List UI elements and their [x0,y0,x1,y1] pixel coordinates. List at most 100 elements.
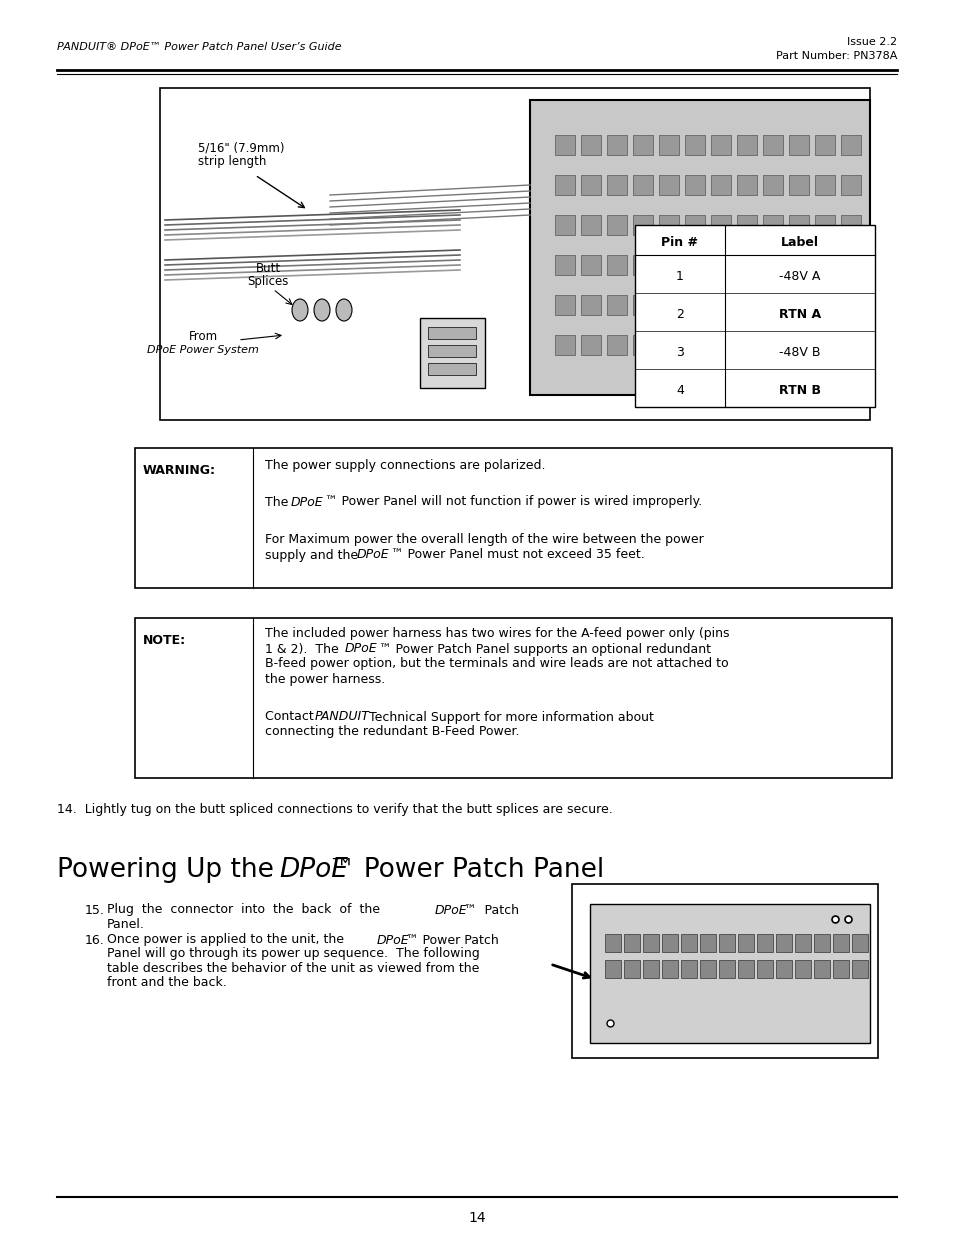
Bar [737,175,757,195]
Bar [738,960,753,978]
Text: RTN A: RTN A [778,308,821,321]
Ellipse shape [335,299,352,321]
Text: strip length: strip length [198,156,266,168]
Text: Issue 2.2: Issue 2.2 [846,37,896,47]
Bar [580,135,600,156]
Bar [710,295,730,315]
Bar [719,934,734,952]
Bar [419,317,484,388]
Bar [814,135,834,156]
Bar [814,175,834,195]
Bar [135,448,891,588]
Bar [135,618,891,778]
Bar [788,135,808,156]
Bar [710,175,730,195]
Bar [530,100,869,395]
Text: Powering Up the: Powering Up the [57,857,282,883]
Bar [661,934,678,952]
Bar [684,135,704,156]
Bar [684,215,704,235]
Bar [684,254,704,275]
Bar [841,295,861,315]
Text: 15.: 15. [85,904,105,916]
Text: connecting the redundant B-Feed Power.: connecting the redundant B-Feed Power. [265,725,519,739]
Bar [738,934,753,952]
Bar [841,175,861,195]
Bar [659,295,679,315]
Text: ™  Patch: ™ Patch [463,904,518,916]
Bar [580,215,600,235]
Text: -48V B: -48V B [779,346,820,358]
Text: Part Number: PN378A: Part Number: PN378A [775,51,896,61]
Bar [737,335,757,354]
Bar [659,215,679,235]
Bar [633,295,652,315]
Bar [794,960,810,978]
Bar [762,215,782,235]
Text: ™ Power Patch Panel supports an optional redundant: ™ Power Patch Panel supports an optional… [378,642,710,656]
Bar [580,335,600,354]
Bar [832,960,848,978]
Bar [606,175,626,195]
Bar [604,934,620,952]
Bar [633,335,652,354]
Text: DPoE: DPoE [435,904,467,916]
Text: Contact: Contact [265,710,317,724]
Text: Plug  the  connector  into  the  back  of  the: Plug the connector into the back of the [107,904,379,916]
Text: table describes the behavior of the unit as viewed from the: table describes the behavior of the unit… [107,962,478,974]
Text: Butt: Butt [255,262,280,274]
Text: B-feed power option, but the terminals and wire leads are not attached to: B-feed power option, but the terminals a… [265,657,728,671]
Text: From: From [189,330,217,342]
Bar [851,960,867,978]
Bar [700,934,716,952]
Bar [684,295,704,315]
Bar [555,215,575,235]
Bar [659,175,679,195]
Text: DPoE Power System: DPoE Power System [147,345,258,354]
Bar [762,175,782,195]
Bar [684,175,704,195]
Text: PANDUIT® DPoE™ Power Patch Panel User’s Guide: PANDUIT® DPoE™ Power Patch Panel User’s … [57,42,341,52]
Bar [710,215,730,235]
Text: ™ Power Patch Panel: ™ Power Patch Panel [329,857,603,883]
Bar [737,135,757,156]
Bar [813,960,829,978]
Bar [813,934,829,952]
Bar [428,345,476,357]
Text: 5/16" (7.9mm): 5/16" (7.9mm) [198,142,284,154]
Bar [555,335,575,354]
Text: 16.: 16. [85,934,105,946]
Bar [606,215,626,235]
Bar [555,254,575,275]
Bar [775,960,791,978]
Bar [762,295,782,315]
Ellipse shape [314,299,330,321]
Bar [757,934,772,952]
Bar [580,254,600,275]
Text: For Maximum power the overall length of the wire between the power: For Maximum power the overall length of … [265,532,703,546]
Text: DPoE: DPoE [291,495,323,509]
Bar [737,295,757,315]
Bar [633,215,652,235]
Bar [710,254,730,275]
Bar [661,960,678,978]
Bar [633,175,652,195]
Bar [659,254,679,275]
Text: Panel.: Panel. [107,918,145,930]
Bar [737,215,757,235]
Text: ™ Power Panel will not function if power is wired improperly.: ™ Power Panel will not function if power… [325,495,701,509]
Text: ™ Power Patch: ™ Power Patch [406,934,498,946]
Bar [580,295,600,315]
Bar [160,88,869,420]
Bar [684,335,704,354]
Text: front and the back.: front and the back. [107,976,227,988]
Bar [428,327,476,338]
Text: Once power is applied to the unit, the: Once power is applied to the unit, the [107,934,344,946]
Bar [775,934,791,952]
Bar [572,884,877,1058]
Bar [841,335,861,354]
Text: WARNING:: WARNING: [143,463,215,477]
Bar [642,960,659,978]
Text: 4: 4 [676,384,683,396]
Bar [635,225,874,408]
